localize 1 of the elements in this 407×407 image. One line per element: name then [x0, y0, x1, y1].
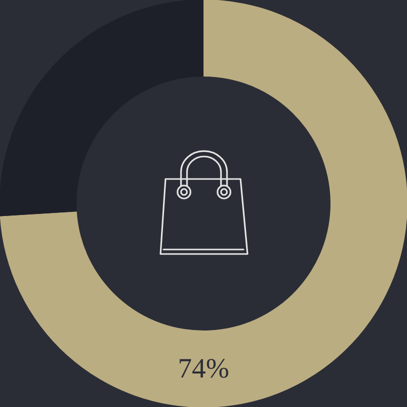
data-label: 74%: [178, 354, 230, 384]
